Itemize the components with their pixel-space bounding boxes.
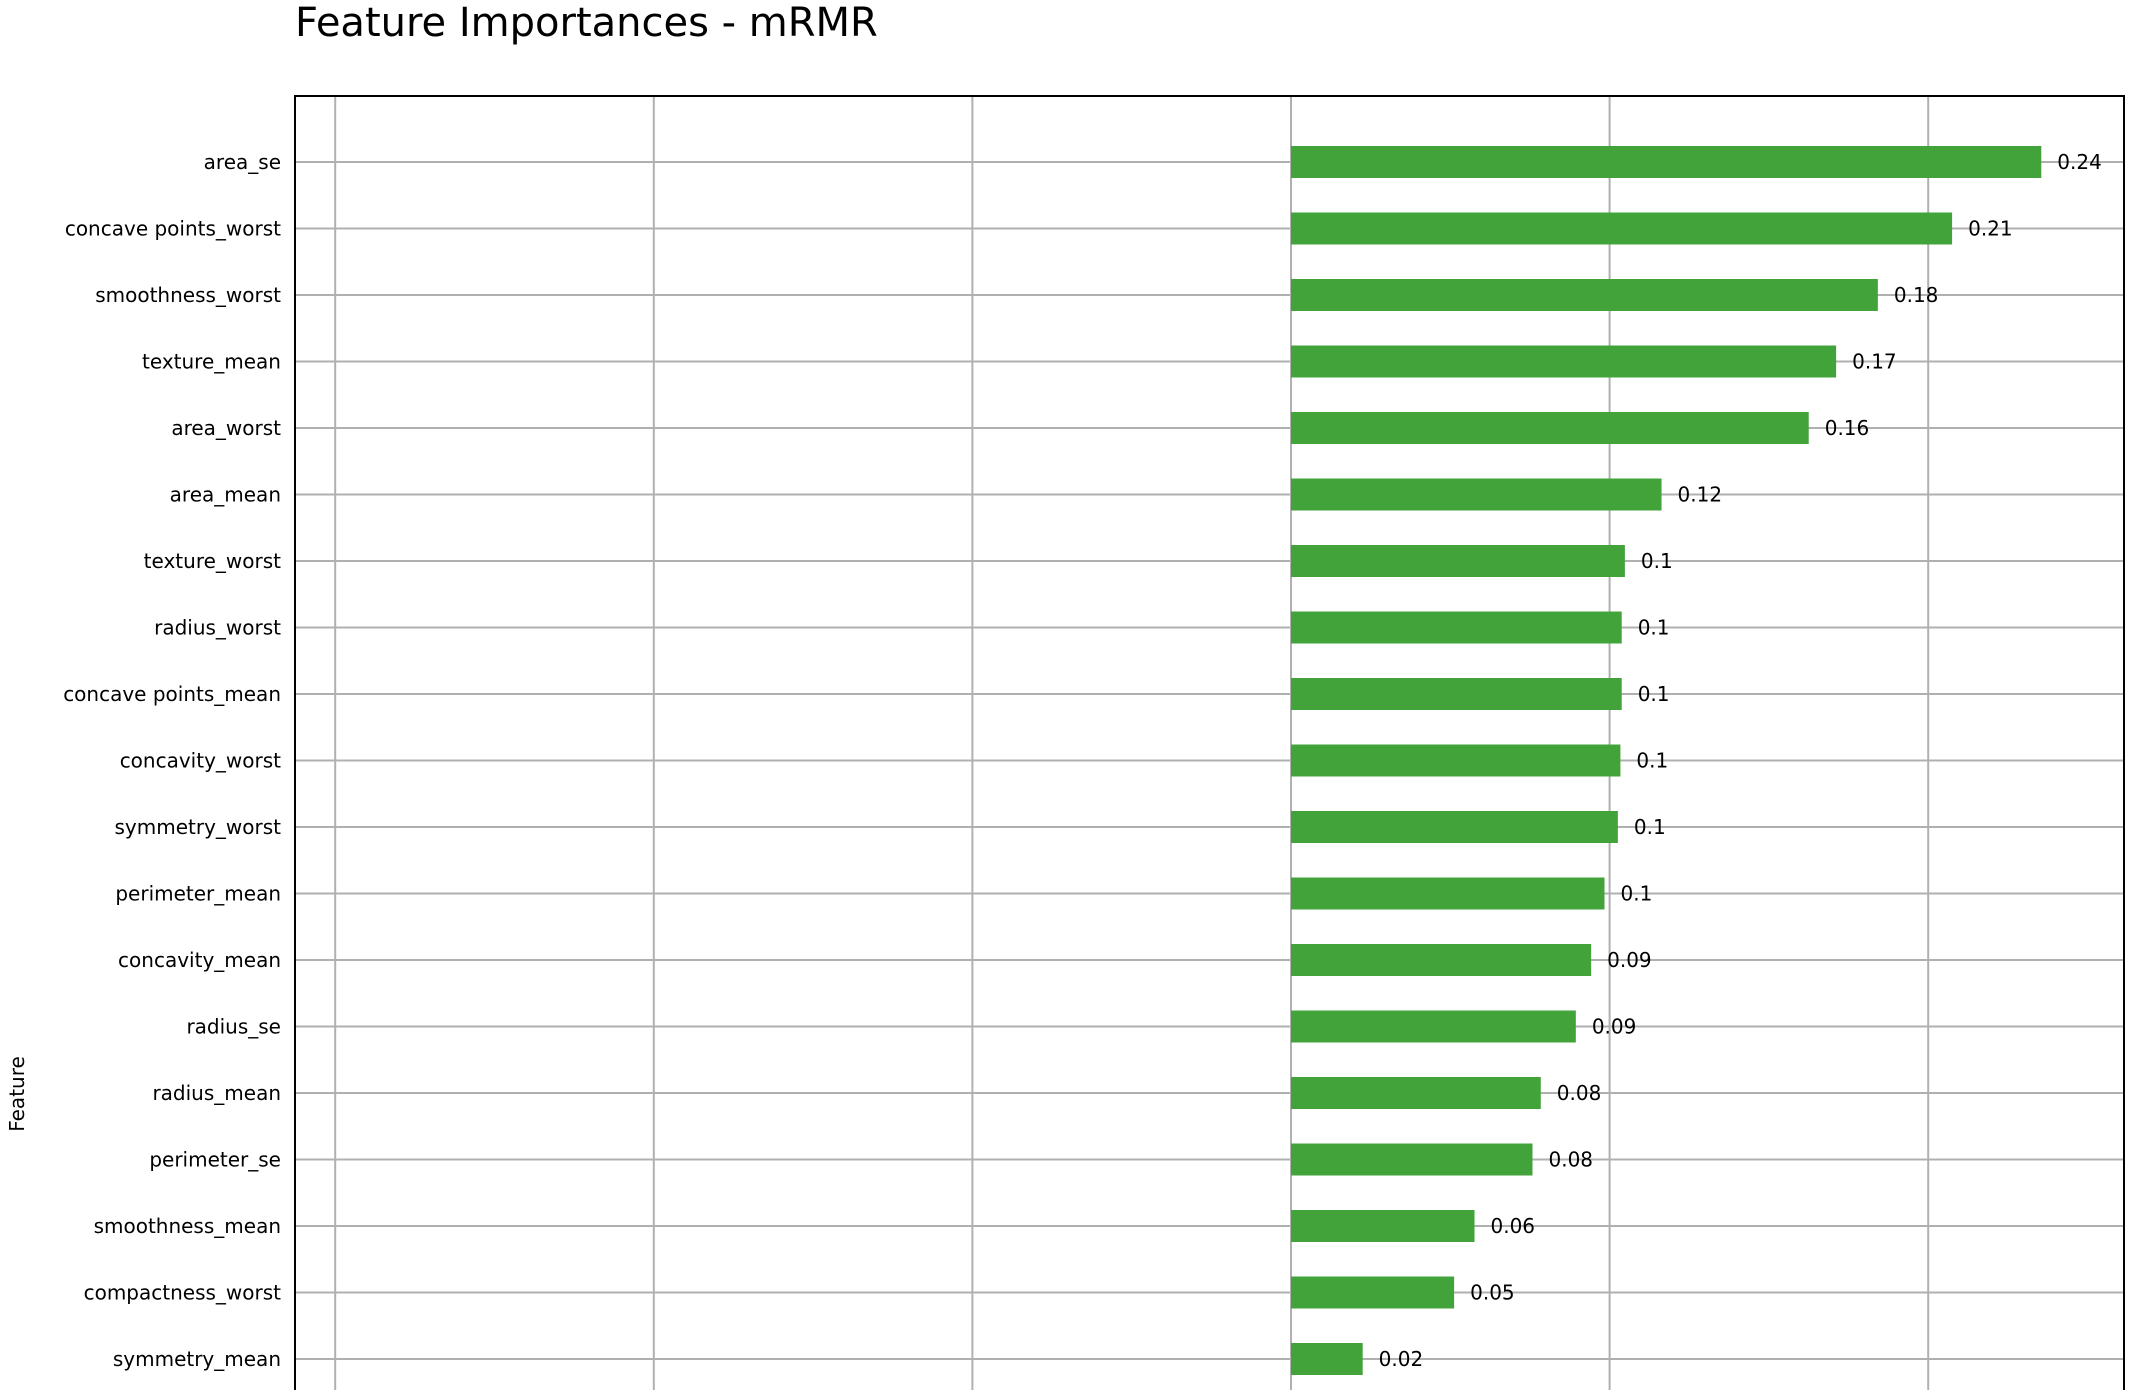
plot-frame [294, 95, 2125, 1390]
bar-value-label: 0.12 [1678, 483, 1723, 507]
bar-value-label: 0.1 [1638, 682, 1670, 706]
y-tick-label: concave points_mean [63, 682, 281, 706]
bar [1291, 545, 1625, 577]
y-axis-label: Feature [5, 1056, 29, 1132]
bar-value-label: 0.21 [1968, 217, 2013, 241]
bar-value-label: 0.16 [1825, 416, 1870, 440]
y-tick-label: perimeter_se [149, 1148, 281, 1172]
bar [1291, 478, 1662, 511]
bar [1291, 1077, 1541, 1109]
bar [1291, 811, 1618, 843]
y-tick-label: compactness_worst [84, 1281, 282, 1305]
bar [1291, 611, 1622, 644]
bar-value-label: 0.24 [2057, 150, 2102, 174]
y-tick-label: symmetry_mean [113, 1347, 281, 1371]
bar-value-label: 0.02 [1379, 1347, 1424, 1371]
bar-value-label: 0.1 [1638, 616, 1670, 640]
value-labels: 0.24 0.21 0.18 0.17 0.16 0.12 0.1 0.1 0.1 0.1 0.1 0… [1379, 150, 2102, 1371]
bar-value-label: 0.17 [1852, 350, 1897, 374]
y-tick-label: radius_se [186, 1015, 281, 1039]
y-tick-label: radius_mean [152, 1081, 281, 1105]
y-tick-label: area_worst [171, 416, 281, 440]
bar-value-label: 0.09 [1607, 948, 1652, 972]
bar [1291, 944, 1592, 976]
bar-value-label: 0.06 [1491, 1214, 1536, 1238]
y-tick-label: smoothness_worst [95, 283, 281, 307]
bar [1291, 877, 1605, 910]
y-tick-label: concave points_worst [65, 217, 281, 241]
y-tick-label: area_se [204, 150, 281, 174]
bar-value-label: 0.1 [1636, 749, 1668, 773]
bars [1291, 146, 2042, 1375]
bar [1291, 279, 1878, 311]
y-tick-label: texture_mean [142, 350, 281, 374]
y-tick-label: symmetry_worst [114, 815, 281, 839]
bar [1291, 744, 1621, 777]
bar [1291, 412, 1809, 444]
bar [1291, 1276, 1455, 1309]
y-tick-label: radius_worst [154, 616, 281, 640]
y-tick-label: smoothness_mean [94, 1214, 281, 1238]
y-tick-label: concavity_mean [118, 948, 281, 972]
bar [1291, 1343, 1363, 1375]
bar [1291, 678, 1622, 710]
bar-value-label: 0.09 [1592, 1015, 1637, 1039]
bar-value-label: 0.08 [1548, 1148, 1593, 1172]
bar-value-label: 0.1 [1641, 549, 1673, 573]
bar [1291, 1010, 1576, 1043]
bar [1291, 1143, 1533, 1176]
chart-title: Feature Importances - mRMR [295, 0, 878, 46]
y-tick-label: area_mean [170, 483, 281, 507]
y-tick-label: perimeter_mean [115, 882, 281, 906]
bar-value-label: 0.1 [1634, 815, 1666, 839]
gridlines [295, 96, 2124, 1390]
bar-value-label: 0.08 [1557, 1081, 1602, 1105]
y-tick-label: concavity_worst [120, 749, 281, 773]
bar [1291, 146, 2042, 178]
bar-value-label: 0.18 [1894, 283, 1939, 307]
bar [1291, 1210, 1475, 1242]
bar-value-label: 0.05 [1470, 1281, 1515, 1305]
y-tick-label: texture_worst [144, 549, 281, 573]
bar [1291, 212, 1953, 245]
bar-value-label: 0.1 [1621, 882, 1653, 906]
bar [1291, 345, 1837, 378]
